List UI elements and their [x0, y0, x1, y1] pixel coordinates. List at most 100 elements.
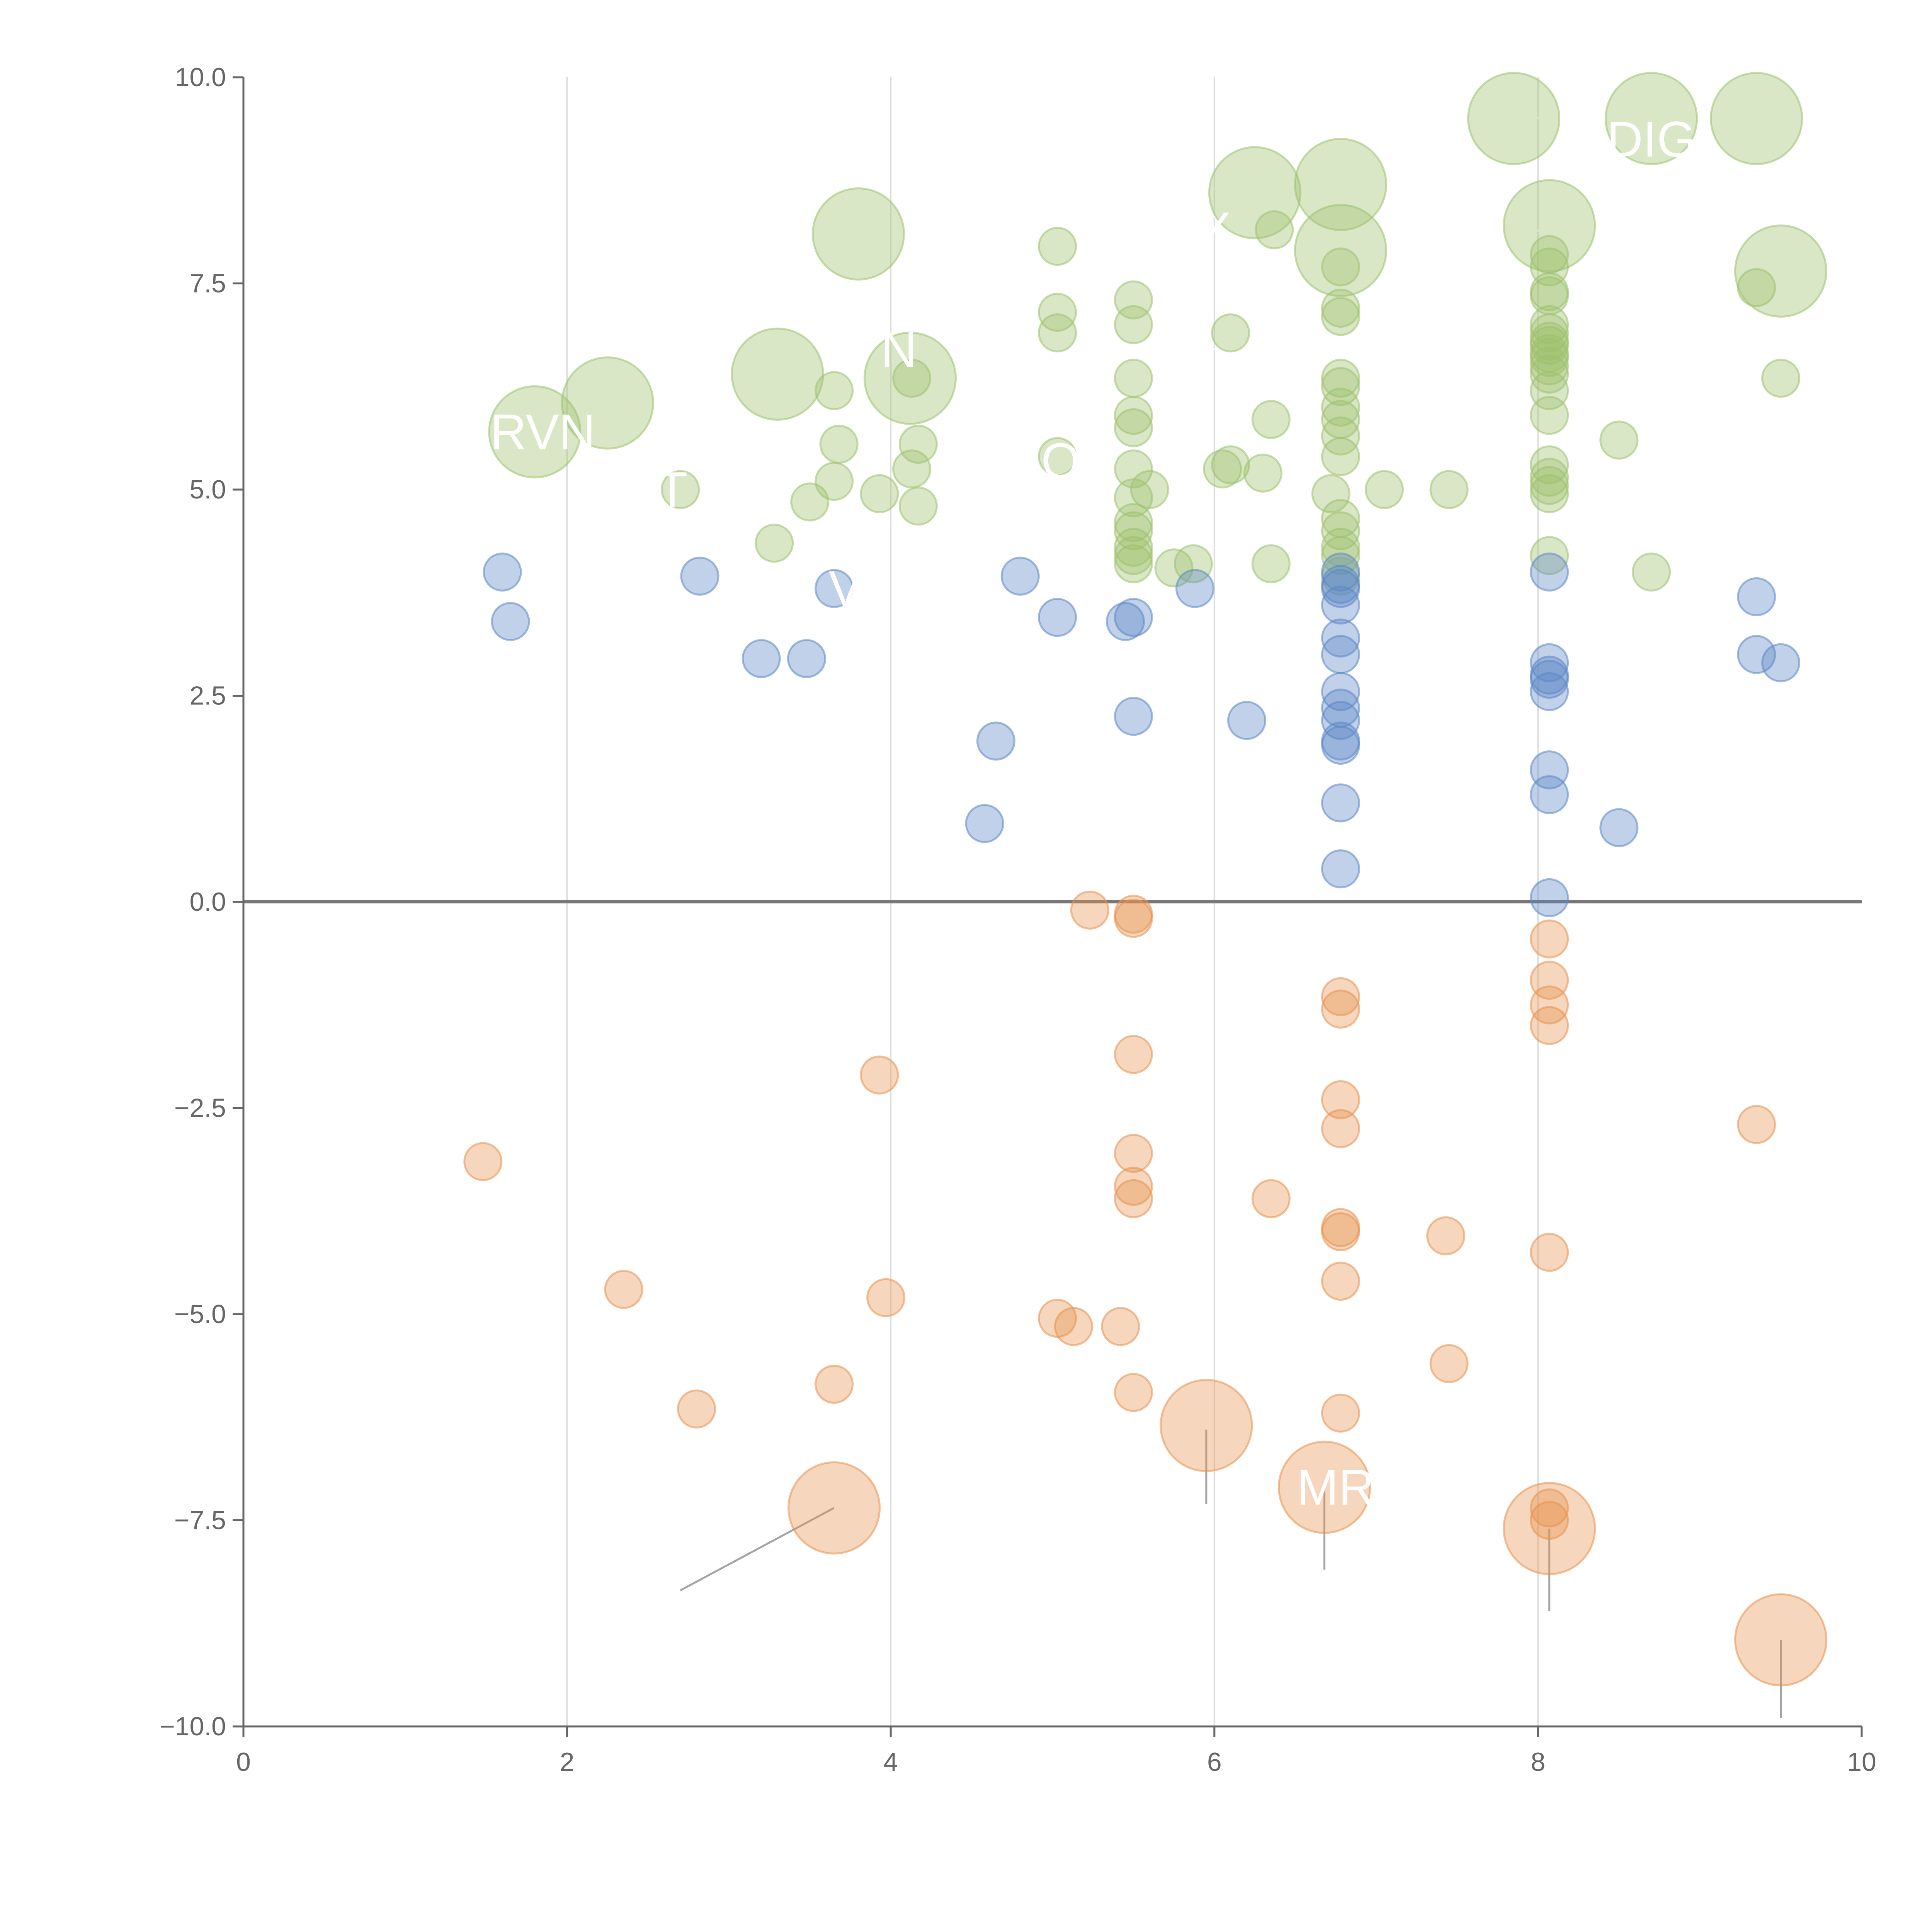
y-tick-label: −7.5: [174, 1506, 226, 1535]
orange-point: [463, 1142, 503, 1181]
blue-point: [1530, 878, 1569, 917]
y-tick-label: 10.0: [175, 63, 226, 92]
orange-point: [1734, 1593, 1828, 1687]
green-point: [1311, 474, 1350, 514]
leader-line: [1473, 113, 1546, 120]
orange-point: [1426, 1216, 1466, 1255]
green-point: [1294, 204, 1387, 297]
green-point: [811, 187, 905, 281]
y-tick-label: −5.0: [174, 1299, 226, 1329]
orange-point: [1530, 919, 1569, 959]
blue-point: [787, 639, 826, 678]
blue-point: [1761, 643, 1801, 682]
orange-point: [1114, 1167, 1153, 1206]
orange-point: [1737, 1105, 1776, 1144]
green-point: [898, 486, 938, 526]
green-point: [1208, 146, 1301, 240]
y-axis-ticks: 10.0 7.5 5.0 2.5 0.0 −2.5 −5.0 −7.5 −10.0: [160, 63, 243, 1741]
point-label: MR: [1297, 1459, 1375, 1515]
orange-point: [1251, 1179, 1291, 1218]
y-tick-label: 2.5: [189, 681, 226, 711]
point-label: N: [881, 321, 917, 378]
blue-point: [491, 602, 530, 641]
orange-point: [1278, 1440, 1371, 1534]
green-point: [815, 371, 854, 410]
green-point: [1530, 536, 1569, 575]
orange-point: [1321, 989, 1360, 1029]
orange-point: [1114, 1373, 1153, 1412]
green-point: [1530, 305, 1569, 344]
orange-point: [1114, 1035, 1153, 1074]
orange-point: [1321, 1262, 1360, 1301]
green-point: [1321, 297, 1360, 336]
green-point: [1294, 138, 1387, 231]
blue-point: [815, 569, 854, 608]
orange-point: [604, 1270, 643, 1309]
y-tick-label: 0.0: [189, 887, 226, 917]
orange-point: [1070, 890, 1109, 930]
green-point: [860, 474, 899, 514]
leader-line: [1141, 373, 1199, 400]
x-tick-label: 8: [1531, 1747, 1545, 1777]
orange-point: [1530, 1233, 1569, 1272]
green-point: [1530, 466, 1569, 505]
blue-point: [1227, 701, 1267, 740]
green-point: [1530, 354, 1569, 394]
green-point: [1251, 544, 1291, 583]
leader-line: [680, 1507, 835, 1592]
blue-point: [1530, 643, 1569, 682]
green-point: [1321, 367, 1360, 406]
blue-point: [1114, 598, 1153, 637]
green-point: [1130, 470, 1169, 509]
green-point: [1321, 536, 1360, 575]
orange-point: [1101, 1307, 1140, 1346]
green-point: [1321, 416, 1360, 456]
blue-point: [1530, 672, 1569, 711]
orange-point: [866, 1278, 906, 1317]
blue-point: [1321, 585, 1360, 625]
blue-point: [1321, 569, 1360, 608]
blue-point: [483, 552, 522, 592]
leader-line: [534, 431, 543, 437]
leader-lines: [534, 113, 1782, 1718]
blue-point: [1737, 635, 1776, 674]
blue-point: [1530, 660, 1569, 699]
green-point: [1038, 293, 1077, 332]
orange-point: [677, 1389, 716, 1429]
green-point: [488, 385, 582, 479]
green-point: [1734, 224, 1828, 318]
green-point: [892, 449, 932, 489]
green-point: [1530, 474, 1569, 514]
green-point: [1038, 226, 1077, 266]
green-point: [1038, 313, 1077, 353]
green-point: [1530, 326, 1569, 365]
green-point: [1632, 552, 1671, 592]
green-point: [561, 356, 654, 450]
orange-point: [1530, 1501, 1569, 1540]
orange-point: [1160, 1379, 1253, 1472]
green-point: [661, 470, 700, 509]
green-point: [1599, 420, 1639, 460]
point-labels: RVN T N V O X DIG MR: [490, 111, 1696, 1515]
leader-line: [1529, 224, 1550, 235]
green-point: [1761, 359, 1801, 398]
blue-point: [1175, 569, 1215, 608]
orange-point: [1114, 1179, 1153, 1218]
orange-point: [1321, 1212, 1360, 1252]
green-point: [1154, 548, 1194, 588]
green-point: [1243, 453, 1282, 493]
green-point: [1365, 470, 1404, 509]
x-tick-label: 6: [1207, 1747, 1222, 1777]
leader-line: [1214, 196, 1255, 219]
blue-point: [1737, 577, 1776, 616]
blue-point: [1321, 618, 1360, 658]
blue-point: [1530, 552, 1569, 592]
green-point: [1503, 179, 1596, 272]
blue-point: [1599, 808, 1639, 847]
blue-point: [680, 556, 719, 596]
y-tick-label: −2.5: [174, 1094, 226, 1123]
green-point: [1114, 527, 1153, 567]
orange-point: [1530, 985, 1569, 1025]
y-tick-label: −10.0: [160, 1712, 226, 1741]
orange-point: [1530, 1006, 1569, 1045]
